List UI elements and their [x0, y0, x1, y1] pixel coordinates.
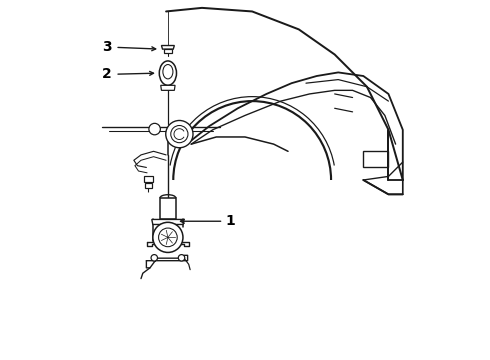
Circle shape	[153, 222, 183, 252]
Bar	[363, 151, 389, 167]
Circle shape	[178, 255, 185, 261]
Polygon shape	[161, 85, 175, 90]
Polygon shape	[144, 176, 153, 182]
Polygon shape	[152, 220, 184, 225]
Polygon shape	[161, 45, 174, 49]
Text: 3: 3	[102, 40, 112, 54]
Text: 1: 1	[226, 214, 236, 228]
Ellipse shape	[159, 61, 176, 85]
Circle shape	[149, 123, 160, 135]
Polygon shape	[164, 49, 172, 53]
Polygon shape	[145, 183, 152, 188]
Circle shape	[166, 121, 193, 148]
Polygon shape	[160, 198, 176, 220]
Circle shape	[151, 255, 157, 261]
Text: 2: 2	[102, 67, 112, 81]
